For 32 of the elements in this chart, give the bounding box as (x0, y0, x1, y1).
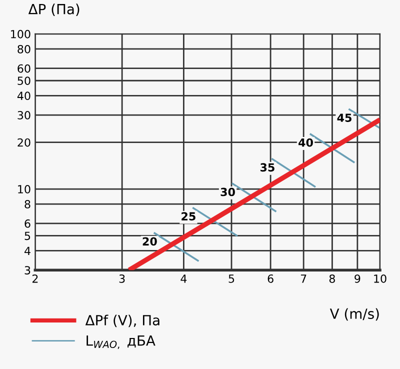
y-tick-label: 10 (18, 185, 30, 194)
x-tick-label: 2 (32, 274, 38, 283)
x-tick-label: 7 (300, 274, 306, 283)
x-tick-label: 9 (354, 274, 360, 283)
y-tick-label: 5 (24, 232, 30, 240)
y-tick-label: 50 (18, 76, 30, 86)
y-axis-title: ΔP (Па) (28, 4, 80, 16)
annotation: 30 (220, 188, 235, 196)
x-axis-title: V (m/s) (330, 308, 379, 321)
annotation: 40 (298, 138, 313, 147)
y-tick-label: 80 (18, 44, 30, 54)
y-tick-label: 20 (18, 138, 30, 147)
x-tick-label: 8 (329, 274, 335, 283)
x-tick-label: 4 (180, 274, 187, 283)
x-tick-label: 10 (374, 274, 386, 283)
annotation: 35 (260, 163, 274, 172)
y-tick-label: 4 (24, 246, 30, 255)
y-tick-label: 3 (24, 266, 30, 274)
annotation: 20 (142, 237, 157, 246)
y-tick-label: 100 (11, 30, 30, 38)
annotation: 45 (337, 114, 352, 122)
y-tick-label: 6 (24, 219, 30, 228)
y-tick-label: 30 (18, 111, 30, 120)
x-tick-label: 3 (119, 274, 125, 283)
x-tick-label: 6 (268, 274, 274, 283)
legend-label: L$_{WAO,}$ дБА (86, 336, 156, 350)
legend-label: ΔPf (V), Па (85, 314, 160, 328)
y-tick-label: 40 (17, 92, 30, 100)
y-tick-label: 60 (18, 64, 30, 73)
annotation: 25 (182, 212, 196, 221)
y-tick-label: 8 (24, 200, 30, 208)
x-tick-label: 5 (228, 274, 234, 283)
